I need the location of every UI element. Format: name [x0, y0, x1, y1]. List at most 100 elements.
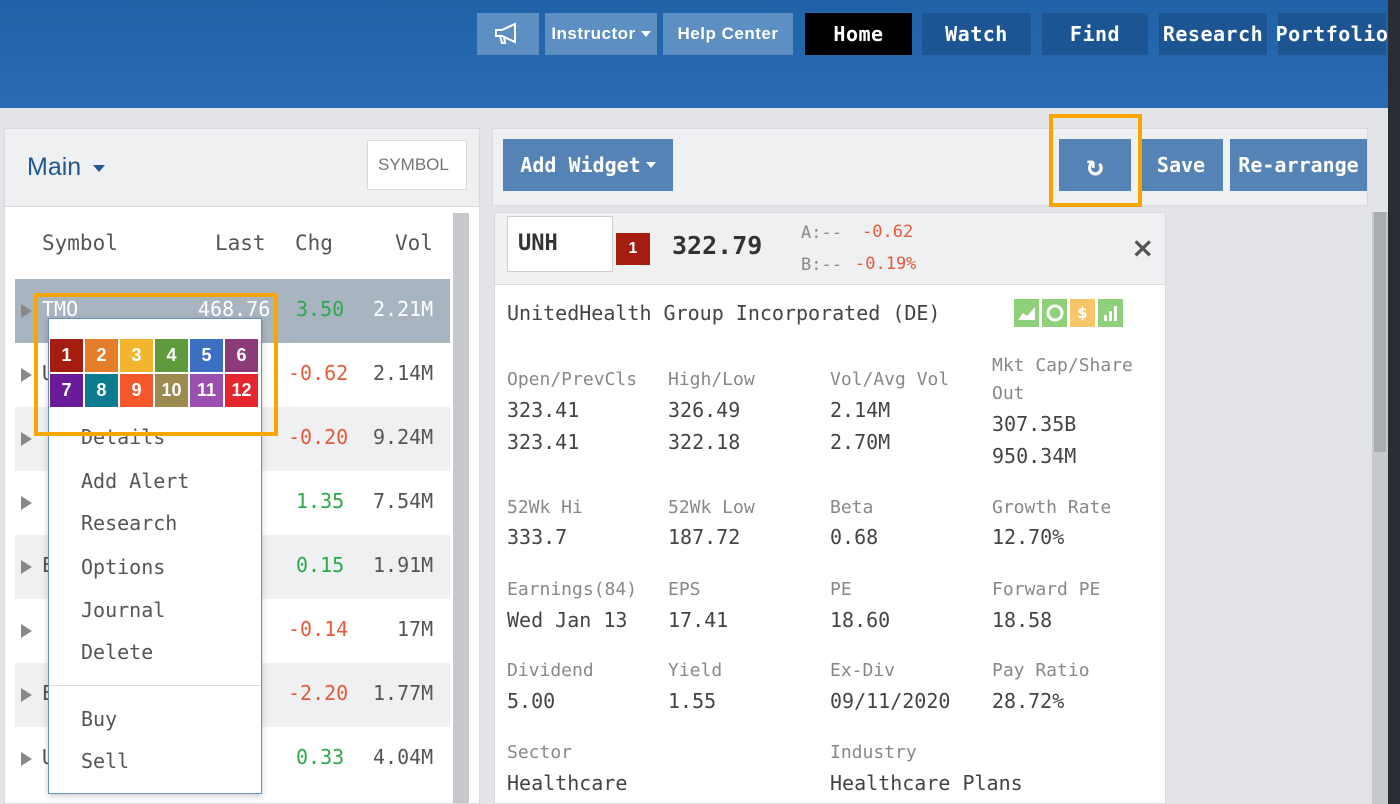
color-tag-9[interactable]: 9: [120, 374, 153, 407]
row-chg: 0.15: [296, 553, 345, 577]
save-label: Save: [1156, 153, 1206, 177]
quote-symbol-field[interactable]: UNH: [507, 216, 613, 272]
refresh-button[interactable]: ↻: [1059, 139, 1131, 191]
watchlist-scrollbar[interactable]: [453, 213, 469, 803]
nav-home-label: Home: [833, 22, 884, 46]
announcement-button[interactable]: [477, 13, 539, 55]
expand-arrow-icon[interactable]: [21, 560, 32, 574]
menu-item-options[interactable]: Options: [81, 555, 166, 579]
menu-item-research[interactable]: Research: [81, 511, 178, 535]
chevron-down-icon: [93, 164, 106, 172]
column-header-symbol[interactable]: Symbol: [42, 231, 118, 255]
nav-home[interactable]: Home: [805, 13, 912, 55]
color-tag-10[interactable]: 10: [155, 374, 188, 407]
expand-arrow-icon[interactable]: [21, 752, 32, 766]
value-pay-ratio: 28.72%: [992, 689, 1065, 713]
menu-item-details[interactable]: Details: [81, 425, 166, 449]
row-chg: 0.33: [296, 745, 345, 769]
row-symbol: TMO: [42, 297, 79, 321]
row-chg: -0.62: [288, 361, 349, 385]
color-tag-8[interactable]: 8: [85, 374, 118, 407]
label-beta: Beta: [830, 497, 874, 518]
ask-value: A:--: [801, 223, 842, 243]
label-sector: Sector: [507, 742, 573, 763]
value-forward-pe: 18.58: [992, 608, 1053, 632]
nav-find[interactable]: Find: [1042, 13, 1148, 55]
quote-change-pct: -0.19%: [855, 254, 917, 274]
value-share-out: 950.34M: [992, 444, 1077, 468]
nav-research[interactable]: Research: [1159, 13, 1267, 55]
color-tag-6[interactable]: 6: [225, 339, 258, 372]
bars-icon[interactable]: [1098, 299, 1123, 327]
nav-portfolio-label: Portfolio: [1275, 22, 1389, 46]
close-icon[interactable]: ×: [1131, 231, 1155, 264]
add-widget-button[interactable]: Add Widget: [503, 139, 673, 191]
menu-item-buy[interactable]: Buy: [81, 707, 118, 731]
label-dividend: Dividend: [507, 660, 594, 681]
quote-price: 322.79: [672, 231, 763, 260]
value-sector: Healthcare: [507, 771, 628, 795]
label-earnings: Earnings(84): [507, 579, 638, 600]
value-yield: 1.55: [668, 689, 717, 713]
page-scrollbar[interactable]: [1372, 212, 1388, 804]
quote-color-tag[interactable]: 1: [616, 233, 650, 265]
color-tag-7[interactable]: 7: [50, 374, 83, 407]
bid-value: B:--: [801, 255, 842, 275]
expand-arrow-icon[interactable]: [21, 432, 32, 446]
label-eps: EPS: [668, 579, 701, 600]
menu-item-sell[interactable]: Sell: [81, 749, 130, 773]
row-vol: 7.54M: [373, 489, 434, 513]
row-vol: 4.04M: [373, 745, 434, 769]
watchlist-name: Main: [27, 153, 82, 181]
expand-arrow-icon[interactable]: [21, 624, 32, 638]
scrollbar-thumb[interactable]: [1374, 212, 1386, 452]
instructor-dropdown[interactable]: Instructor: [545, 13, 657, 55]
row-vol: 9.24M: [373, 425, 434, 449]
circle-icon[interactable]: [1042, 299, 1067, 327]
menu-item-journal[interactable]: Journal: [81, 598, 166, 622]
table-row[interactable]: -0.14 17M: [15, 599, 450, 663]
refresh-icon: ↻: [1086, 148, 1104, 182]
label-yield: Yield: [668, 660, 723, 681]
color-tag-3[interactable]: 3: [120, 339, 153, 372]
symbol-input[interactable]: [367, 140, 467, 190]
rearrange-button[interactable]: Re-arrange: [1230, 139, 1367, 191]
menu-item-add-alert[interactable]: Add Alert: [81, 469, 190, 493]
value-mktcap: 307.35B: [992, 412, 1077, 436]
expand-arrow-icon[interactable]: [21, 496, 32, 510]
nav-portfolio[interactable]: Portfolio: [1275, 13, 1389, 55]
quote-widget: UNH 1 322.79 A:-- B:-- -0.62 -0.19% × Un…: [494, 212, 1166, 804]
save-button[interactable]: Save: [1139, 139, 1223, 191]
expand-arrow-icon[interactable]: [21, 368, 32, 382]
dollar-icon[interactable]: $: [1070, 299, 1095, 327]
color-tag-4[interactable]: 4: [155, 339, 188, 372]
value-52wk-hi: 333.7: [507, 525, 568, 549]
watchlist-selector[interactable]: Main: [27, 153, 106, 182]
column-header-chg[interactable]: Chg: [295, 231, 333, 255]
column-header-vol[interactable]: Vol: [395, 231, 433, 255]
top-nav-bar: Instructor Help Center Home Watch Find R…: [0, 0, 1400, 108]
expand-arrow-icon[interactable]: [21, 304, 32, 318]
color-tag-1[interactable]: 1: [50, 339, 83, 372]
menu-item-delete[interactable]: Delete: [81, 640, 154, 664]
column-header-last[interactable]: Last: [215, 231, 266, 255]
watchlist-header: Main: [5, 129, 479, 207]
highlight-box-tags: [34, 293, 278, 436]
row-chg: -0.20: [288, 425, 349, 449]
value-eps: 17.41: [668, 608, 729, 632]
color-tag-12[interactable]: 12: [225, 374, 258, 407]
color-tag-2[interactable]: 2: [85, 339, 118, 372]
chart-icon[interactable]: [1014, 299, 1039, 327]
nav-watch[interactable]: Watch: [922, 13, 1031, 55]
help-center-button[interactable]: Help Center: [663, 13, 793, 55]
highlight-box-refresh: [1049, 114, 1142, 207]
table-row[interactable]: 1.35 7.54M: [15, 471, 450, 535]
expand-arrow-icon[interactable]: [21, 688, 32, 702]
label-industry: Industry: [830, 742, 917, 763]
color-tag-11[interactable]: 11: [190, 374, 223, 407]
color-tag-5[interactable]: 5: [190, 339, 223, 372]
value-52wk-low: 187.72: [668, 525, 741, 549]
label-high-low: High/Low: [668, 369, 755, 390]
quote-icons: $: [1014, 299, 1123, 327]
row-chg: -0.14: [288, 617, 349, 641]
